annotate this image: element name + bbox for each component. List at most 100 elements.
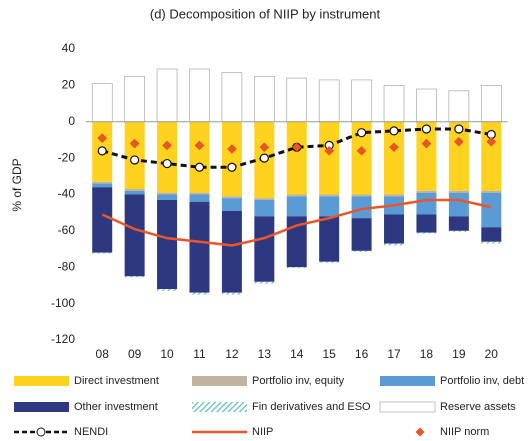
- legend-label: NIIP norm: [440, 426, 489, 438]
- line-marker: [421, 124, 432, 134]
- legend-label: NIIP: [252, 426, 273, 438]
- point: [421, 138, 432, 149]
- bar-segment: [157, 199, 178, 290]
- bar-segment: [157, 194, 178, 200]
- legend-swatch: [380, 376, 435, 386]
- bar-segment: [157, 192, 178, 195]
- bar-segment: [384, 243, 405, 246]
- line-marker: [130, 155, 140, 165]
- legend-swatch: [192, 402, 247, 412]
- bar-segment: [189, 201, 210, 293]
- bar-segment: [319, 216, 340, 262]
- bar-segment: [221, 121, 242, 197]
- bar-segment: [416, 88, 437, 123]
- x-tick-label: 15: [322, 347, 336, 361]
- bar-segment: [254, 281, 275, 284]
- bar-segment: [221, 292, 242, 295]
- x-tick-label: 20: [485, 347, 499, 361]
- legend-swatch: [379, 401, 436, 413]
- legend-swatch: [192, 376, 247, 386]
- point: [227, 144, 237, 154]
- bar-segment: [286, 196, 307, 217]
- legend-swatch: [14, 376, 69, 386]
- y-tick-label: -80: [58, 259, 76, 273]
- point: [194, 140, 205, 151]
- point: [356, 145, 367, 156]
- y-tick-label: -100: [51, 296, 75, 310]
- bar-segment: [416, 192, 437, 215]
- point: [291, 142, 302, 153]
- y-tick-label: 20: [62, 78, 76, 92]
- bar-segment: [319, 194, 340, 197]
- bar-segment: [383, 85, 405, 123]
- bar-segment: [416, 121, 437, 191]
- bar-segment: [286, 267, 307, 269]
- y-tick-label: -20: [58, 150, 76, 164]
- bar-segment: [124, 194, 145, 277]
- bar-segment: [286, 216, 307, 268]
- bar-segment: [319, 121, 340, 195]
- bar-segment: [351, 194, 372, 197]
- y-tick-label: 0: [68, 114, 75, 128]
- point: [486, 136, 497, 147]
- bar-segment: [189, 121, 210, 193]
- bar-segment: [221, 210, 242, 293]
- x-tick-label: 11: [193, 347, 206, 361]
- bar-segment: [481, 192, 502, 228]
- bar-segment: [221, 72, 243, 123]
- y-tick-label: 40: [62, 41, 76, 55]
- legend-label: Reserve assets: [440, 401, 516, 413]
- x-tick-label: 09: [128, 347, 142, 361]
- bar-segment: [157, 121, 178, 193]
- bar-segment: [448, 230, 469, 232]
- bar-segment: [481, 121, 502, 191]
- bar-segment: [157, 289, 178, 291]
- bar-segment: [384, 214, 405, 244]
- line-marker: [454, 124, 464, 134]
- x-tick-label: 13: [258, 347, 272, 361]
- bar-segment: [351, 79, 372, 123]
- bar-segment: [319, 196, 340, 217]
- bar-segment: [254, 216, 275, 282]
- legend-label: NENDI: [74, 426, 108, 438]
- point: [259, 142, 270, 153]
- line-marker: [227, 162, 237, 172]
- bar-segment: [481, 190, 502, 193]
- bar-segment: [384, 121, 405, 195]
- bar-segment: [384, 194, 405, 197]
- legend-label: Fin derivatives and ESO: [252, 401, 371, 413]
- bar-segment: [254, 199, 275, 217]
- bar-segment: [286, 121, 307, 195]
- bar-segment: [189, 292, 210, 295]
- line-marker: [162, 158, 172, 169]
- bar-segment: [221, 196, 242, 199]
- bar-segment: [189, 194, 210, 202]
- x-tick-label: 17: [387, 347, 401, 361]
- bar-segment: [124, 276, 145, 278]
- point: [454, 136, 464, 147]
- legend-label: Direct investment: [74, 375, 159, 387]
- line-marker: [194, 162, 205, 172]
- bar-segment: [286, 194, 307, 197]
- bar-segment: [416, 232, 437, 234]
- y-tick-label: -120: [51, 332, 75, 346]
- bar-segment: [124, 75, 145, 123]
- bar-segment: [286, 77, 308, 123]
- line-marker: [259, 153, 269, 163]
- x-tick-label: 08: [96, 347, 110, 361]
- bar-segment: [480, 85, 502, 123]
- line-marker: [97, 146, 107, 156]
- bar-segment: [351, 121, 372, 195]
- legend-label: Other investment: [74, 401, 158, 413]
- bar-segment: [319, 261, 340, 263]
- bar-segment: [416, 214, 437, 233]
- chart-title: (d) Decomposition of NIIP by instrument: [150, 6, 381, 21]
- legend-label: Portfolio inv, debt: [440, 375, 524, 387]
- bar-segment: [189, 68, 210, 123]
- legend-marker: [36, 427, 46, 437]
- bar-segment: [448, 190, 469, 193]
- bar-segment: [481, 241, 502, 244]
- bar-segment: [92, 252, 113, 254]
- bar-segment: [416, 190, 437, 193]
